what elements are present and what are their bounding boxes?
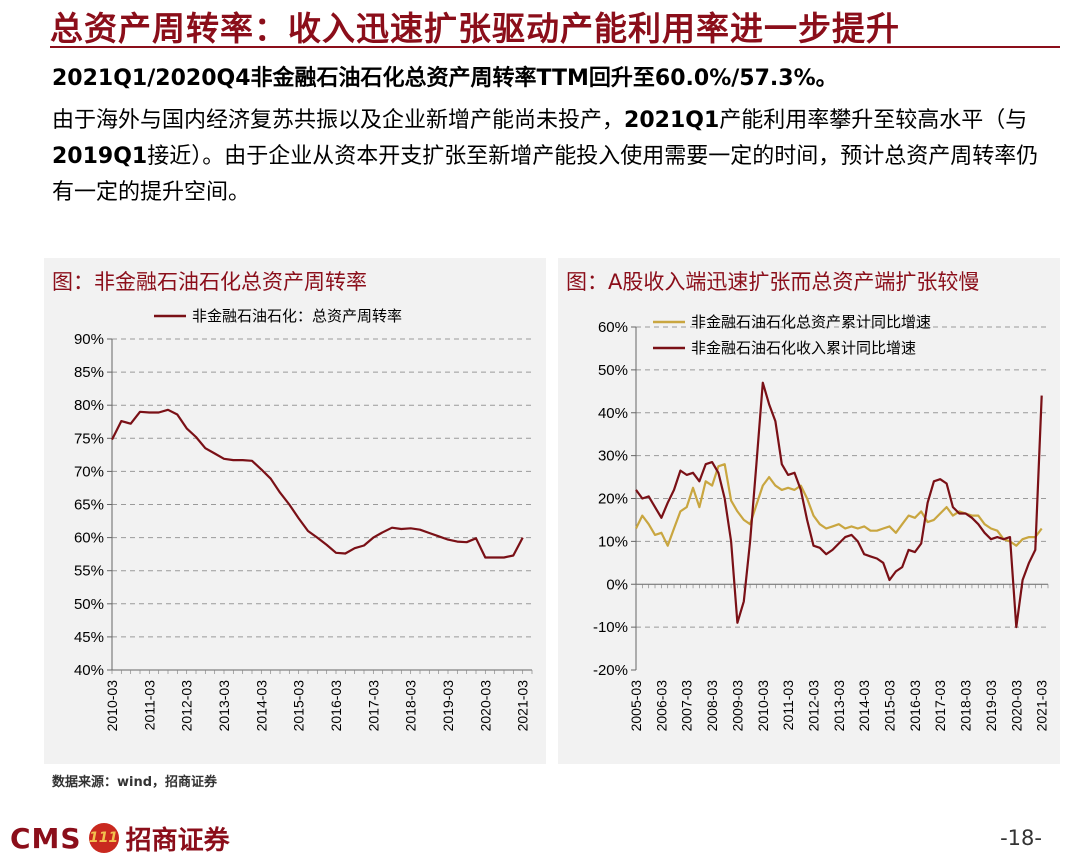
x-tick-label: 2011-03 xyxy=(780,680,796,731)
logo: CMS 111 招商证券 xyxy=(0,818,230,858)
x-tick-label: 2019-03 xyxy=(440,680,456,732)
body-text-5: 接近）。由于企业从资本开支扩张至新增产能投入使用需要一定的时间，预计总资产周转率… xyxy=(52,144,1039,205)
x-tick-label: 2013-03 xyxy=(216,680,232,732)
page-number: -18- xyxy=(1000,826,1042,850)
title-divider xyxy=(50,46,1060,48)
growth-chart: -20% -10% 0% 10% 20% 30% 40% 50% 60% 2005-03 2006-… xyxy=(593,314,1050,732)
y-tick-label: 40% xyxy=(74,662,104,679)
right-chart-panel: 图：A股收入端迅速扩张而总资产端扩张较慢 -20% -10% 0% 10% 20% 30%… xyxy=(558,258,1060,764)
left-chart-title: 图：非金融石油石化总资产周转率 xyxy=(52,270,367,294)
data-source: 数据来源：wind，招商证券 xyxy=(52,775,218,790)
x-tick-label: 2020-03 xyxy=(477,680,493,732)
x-tick-label: 2014-03 xyxy=(253,680,269,732)
y-tick-label: 30% xyxy=(598,448,628,465)
legend-label: 非金融石油石化总资产累计同比增速 xyxy=(691,314,931,331)
x-tick-label: 2013-03 xyxy=(831,680,847,732)
y-tick-label: 90% xyxy=(74,331,104,348)
right-chart-title: 图：A股收入端迅速扩张而总资产端扩张较慢 xyxy=(566,270,980,294)
y-tick-label: 20% xyxy=(598,491,628,508)
body-text-4: 2019Q1 xyxy=(52,144,148,169)
series-line xyxy=(635,381,1043,629)
series-line xyxy=(635,463,1043,547)
x-tick-label: 2021-03 xyxy=(515,680,531,732)
body-paragraph: 由于海外与国内经济复苏共振以及企业新增产能尚未投产，2021Q1产能利用率攀升至… xyxy=(52,103,1052,211)
y-tick-label: -20% xyxy=(593,662,628,679)
x-tick-label: 2010-03 xyxy=(104,680,120,732)
left-chart-panel: 图：非金融石油石化总资产周转率 40% 45% 50% 55% 60% 65% 70% 75%… xyxy=(44,258,546,764)
headline: 2021Q1/2020Q4非金融石油石化总资产周转率TTM回升至60.0%/57… xyxy=(52,66,838,91)
x-tick-label: 2016-03 xyxy=(328,680,344,732)
x-tick-label: 2014-03 xyxy=(856,680,872,732)
y-tick-label: 75% xyxy=(74,430,104,447)
x-tick-label: 2010-03 xyxy=(755,680,771,732)
x-tick-label: 2012-03 xyxy=(805,680,821,732)
y-tick-label: 85% xyxy=(74,364,104,381)
y-tick-label: 60% xyxy=(598,319,628,336)
logo-company-name: 招商证券 xyxy=(125,825,230,856)
y-tick-label: 40% xyxy=(598,405,628,422)
body-text-1: 由于海外与国内经济复苏共振以及企业新增产能尚未投产， xyxy=(52,108,625,133)
x-tick-label: 2006-03 xyxy=(653,680,669,732)
x-tick-label: 2008-03 xyxy=(704,680,720,732)
y-tick-label: 70% xyxy=(74,463,104,480)
x-tick-label: 2009-03 xyxy=(729,680,745,732)
y-tick-label: -10% xyxy=(593,619,628,636)
y-tick-label: 65% xyxy=(74,497,104,514)
x-tick-label: 2005-03 xyxy=(628,680,644,732)
x-tick-label: 2011-03 xyxy=(141,680,157,731)
body-text-3: 产能利用率攀升至较高水平（与 xyxy=(719,108,1028,133)
y-tick-label: 55% xyxy=(74,563,104,580)
x-tick-label: 2007-03 xyxy=(679,680,695,732)
logo-badge-icon: 111 xyxy=(88,823,119,853)
x-tick-label: 2015-03 xyxy=(291,680,307,732)
y-tick-label: 10% xyxy=(598,533,628,550)
x-tick-label: 2015-03 xyxy=(882,680,898,732)
x-tick-label: 2017-03 xyxy=(932,680,948,732)
turnover-chart: 40% 45% 50% 55% 60% 65% 70% 75% 80% 85% 90% 2010-03… xyxy=(74,308,533,732)
series-line xyxy=(111,408,524,559)
x-tick-label: 2017-03 xyxy=(365,680,381,732)
x-tick-label: 2018-03 xyxy=(403,680,419,732)
y-tick-label: 0% xyxy=(606,576,628,593)
x-tick-label: 2019-03 xyxy=(983,680,999,732)
page-title: 总资产周转率：收入迅速扩张驱动产能利用率进一步提升 xyxy=(50,9,900,48)
x-tick-label: 2020-03 xyxy=(1008,680,1024,732)
legend-label: 非金融石油石化收入累计同比增速 xyxy=(691,340,916,357)
y-tick-label: 45% xyxy=(74,629,104,646)
logo-text: CMS xyxy=(10,821,82,855)
y-tick-label: 50% xyxy=(598,362,628,379)
y-tick-label: 60% xyxy=(74,530,104,547)
x-tick-label: 2018-03 xyxy=(958,680,974,732)
body-text-2: 2021Q1 xyxy=(624,108,720,133)
x-tick-label: 2021-03 xyxy=(1034,680,1050,732)
x-tick-label: 2012-03 xyxy=(179,680,195,732)
y-tick-label: 50% xyxy=(74,596,104,613)
y-tick-label: 80% xyxy=(74,397,104,414)
legend-label: 非金融石油石化：总资产周转率 xyxy=(192,308,402,325)
x-tick-label: 2016-03 xyxy=(907,680,923,732)
